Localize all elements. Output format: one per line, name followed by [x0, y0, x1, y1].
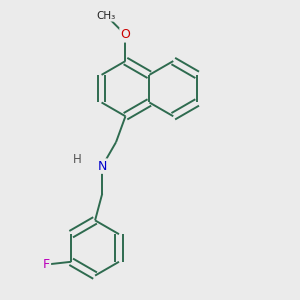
- Text: F: F: [43, 258, 50, 271]
- Text: O: O: [121, 28, 130, 41]
- Text: CH₃: CH₃: [97, 11, 116, 20]
- Text: N: N: [98, 160, 107, 172]
- Text: H: H: [73, 153, 82, 166]
